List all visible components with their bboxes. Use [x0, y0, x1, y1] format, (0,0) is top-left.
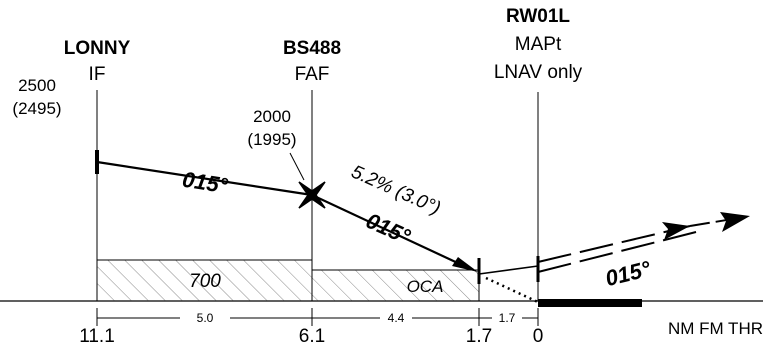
runway-bar [538, 299, 642, 307]
mapt-name: RW01L [506, 6, 570, 27]
segment-length-if-faf: 5.0 [197, 311, 214, 325]
continuation-dotted [485, 276, 541, 305]
faf-altitude: 2000 [253, 107, 291, 126]
if-altitude-alt: (2495) [12, 99, 61, 118]
distance-stepdown: 1.7 [466, 326, 492, 345]
if-name: LONNY [64, 38, 131, 59]
distance-mapt: 0 [533, 326, 544, 345]
path-stepdown-mapt [478, 265, 539, 275]
descent-path-final [311, 194, 463, 266]
obstacle-label-oca: OCA [407, 277, 444, 296]
if-altitude: 2500 [18, 76, 56, 95]
descent-path-initial [96, 160, 313, 197]
distance-if: 11.1 [79, 326, 115, 345]
descent-gradient-label: 5.2% (3.0°) [348, 161, 444, 219]
faf-altitude-alt: (1995) [247, 130, 296, 149]
missed-path-tail [689, 216, 746, 227]
obstacle-label-700: 700 [189, 271, 221, 292]
if-role: IF [89, 64, 106, 85]
segment-length-sd-mapt: 1.7 [499, 311, 516, 325]
descent-arrowhead [452, 257, 478, 272]
segment-length-faf-sd: 4.4 [388, 311, 405, 325]
distance-scale [96, 308, 539, 326]
missed-arrowhead-1 [662, 222, 690, 240]
distance-faf: 6.1 [299, 326, 325, 345]
faf-role: FAF [295, 64, 330, 85]
missed-arrowhead-2 [720, 212, 750, 232]
course-label-missed: 015° [603, 256, 653, 291]
mapt-role: MAPt [515, 34, 562, 55]
course-label-final: 015° [362, 208, 414, 249]
faf-name: BS488 [283, 38, 341, 59]
distance-unit-label: NM FM THR [668, 319, 763, 338]
obstacle-area-final [311, 269, 480, 302]
course-label-initial: 015° [181, 167, 230, 199]
mapt-note: LNAV only [494, 62, 583, 83]
faf-altitude-leader [289, 152, 305, 181]
missed-approach-path [537, 225, 701, 273]
